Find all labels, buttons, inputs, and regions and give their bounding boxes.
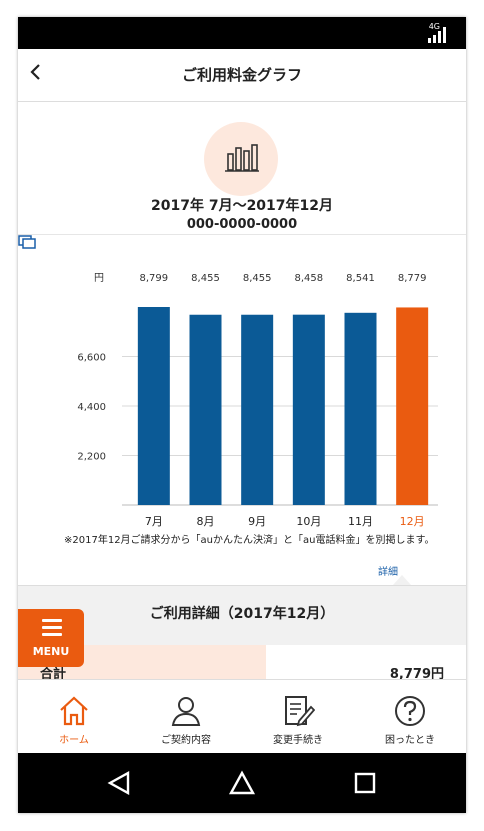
x-tick-label: 9月: [248, 515, 266, 528]
network-type: 4G: [428, 22, 440, 31]
y-tick-label: 2,200: [77, 451, 106, 462]
triangle-back-icon[interactable]: [104, 770, 134, 796]
edit-document-icon: [285, 696, 315, 727]
total-label: 合計: [40, 667, 67, 682]
data-label: 8,455: [191, 273, 220, 284]
app-header: ご利用料金グラフ: [18, 49, 466, 102]
x-tick-label: 10月: [296, 515, 321, 528]
bar: [241, 314, 274, 505]
total-row: 合計 8,779円: [18, 645, 466, 682]
y-tick-label: 6,600: [77, 352, 106, 363]
bar: [137, 307, 170, 505]
usage-chart: 円 2,200 4,400 6,600 8,799 7月 8,455 8月 8,455 9月 8,…: [18, 235, 466, 578]
data-label: 8,799: [140, 273, 169, 284]
back-button[interactable]: [28, 61, 42, 89]
chevron-left-icon: [30, 64, 40, 80]
x-tick-label: 11月: [348, 515, 373, 528]
hamburger-icon: [42, 619, 62, 640]
bar-chart: 円 2,200 4,400 6,600 8,799 7月 8,455 8月 8,455 9月 8,…: [77, 273, 438, 528]
menu-button[interactable]: MENU: [18, 609, 84, 667]
page-title: ご利用料金グラフ: [181, 66, 302, 84]
bar-chart-icon: [225, 144, 259, 172]
x-tick-label: 12月: [400, 515, 425, 528]
bar: [344, 312, 377, 505]
tab-bar: ホーム ご契約内容 変更手続き 困ったと: [18, 679, 466, 754]
android-nav-bar: [18, 753, 466, 813]
detail-title: ご利用詳細（2017年12月）: [149, 606, 335, 622]
data-label: 8,541: [346, 273, 375, 284]
billing-note: ※2017年12月ご請求分から「auかんたん決済」と「au電話料金」を別掲します…: [64, 535, 435, 546]
window-copy-icon[interactable]: [18, 235, 36, 249]
person-icon: [171, 697, 201, 726]
x-tick-label: 7月: [145, 515, 163, 528]
tab-label: ホーム: [59, 735, 89, 746]
tab-contract[interactable]: ご契約内容: [130, 680, 242, 754]
tab-label: 困ったとき: [385, 735, 435, 746]
help-icon: [395, 696, 425, 726]
tab-help[interactable]: 困ったとき: [354, 680, 466, 754]
phone-screen: 4G ご利用料金グラフ 2017年 7月〜2017年12月 000-0000-0…: [18, 17, 466, 813]
data-label: 8,455: [243, 273, 272, 284]
divider: [18, 234, 466, 235]
billing-period: 2017年 7月〜2017年12月: [150, 198, 334, 214]
x-tick-label: 8月: [197, 515, 215, 528]
y-tick-label: 4,400: [77, 402, 106, 413]
home-icon: [60, 696, 88, 726]
tab-procedures[interactable]: 変更手続き: [242, 680, 354, 754]
tab-label: ご契約内容: [161, 735, 211, 746]
menu-label: MENU: [32, 645, 70, 658]
bar: [189, 314, 222, 505]
square-recents-icon[interactable]: [350, 770, 380, 796]
section-pointer: [393, 575, 411, 585]
y-unit-label: 円: [94, 273, 104, 284]
bar: [396, 307, 429, 505]
signal-icon: [428, 27, 446, 43]
total-value: 8,779円: [389, 667, 444, 682]
home-circle-icon[interactable]: [227, 770, 257, 796]
data-label: 8,779: [398, 273, 427, 284]
data-label: 8,458: [295, 273, 324, 284]
phone-number: 000-0000-0000: [186, 217, 298, 232]
detail-link[interactable]: 詳細: [378, 567, 398, 578]
bar: [292, 314, 325, 505]
summary-section: 2017年 7月〜2017年12月 000-0000-0000: [18, 102, 466, 234]
tab-label: 変更手続き: [273, 735, 323, 746]
status-bar: 4G: [18, 17, 466, 49]
tab-home[interactable]: ホーム: [18, 680, 130, 754]
